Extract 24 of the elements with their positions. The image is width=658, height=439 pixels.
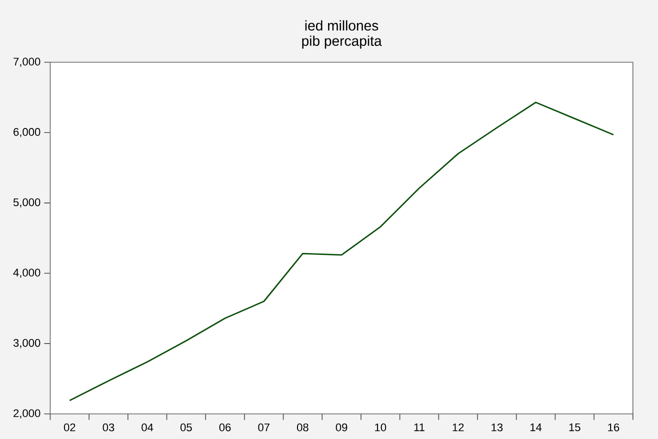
y-tick-label: 4,000 bbox=[13, 268, 40, 278]
x-tick-label: 02 bbox=[64, 423, 76, 432]
line-series bbox=[68, 102, 614, 402]
x-tick-label: 07 bbox=[258, 423, 270, 432]
x-tick-label: 05 bbox=[180, 423, 192, 432]
chart-title: ied millones bbox=[305, 20, 378, 31]
y-tick-label: 6,000 bbox=[14, 128, 40, 138]
x-tick-label: 14 bbox=[530, 423, 542, 432]
x-tick-label: 06 bbox=[219, 423, 231, 432]
x-tick-label: 04 bbox=[142, 423, 154, 432]
x-tick-label: 08 bbox=[296, 423, 308, 432]
x-tick-label: 09 bbox=[336, 423, 348, 432]
y-tick-label: 2,000 bbox=[14, 409, 40, 418]
x-tick-label: 15 bbox=[569, 423, 580, 432]
chart-subtitle: pib percapita bbox=[302, 36, 382, 49]
y-tick-label: 7,000 bbox=[14, 58, 40, 67]
x-tick-label: 16 bbox=[608, 423, 620, 432]
y-tick-label: 5,000 bbox=[13, 198, 40, 208]
x-tick-label: 12 bbox=[452, 423, 464, 432]
x-tick-label: 10 bbox=[375, 423, 386, 432]
x-tick-label: 11 bbox=[414, 423, 424, 432]
y-tick-label: 3,000 bbox=[13, 339, 40, 348]
x-tick-label: 13 bbox=[492, 423, 503, 432]
x-tick-label: 03 bbox=[102, 423, 114, 432]
